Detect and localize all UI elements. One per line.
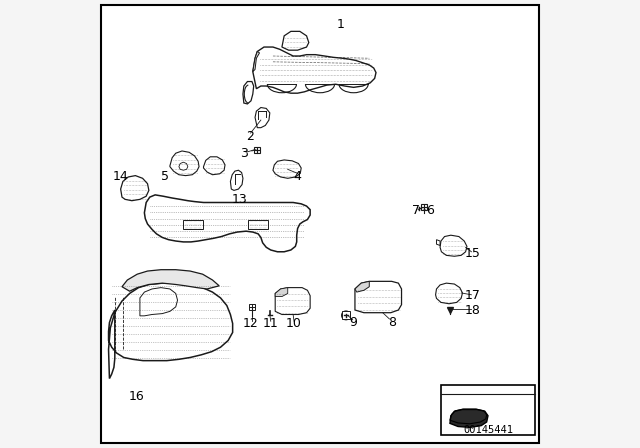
Text: 13: 13 (232, 193, 247, 206)
Text: 18: 18 (465, 303, 480, 317)
Text: 11: 11 (263, 317, 278, 330)
Polygon shape (122, 270, 220, 291)
Polygon shape (253, 52, 260, 72)
Text: 6: 6 (426, 204, 434, 217)
Text: 9: 9 (349, 316, 358, 329)
Text: 7: 7 (412, 204, 420, 217)
Text: 5: 5 (161, 170, 170, 184)
Text: 16: 16 (129, 390, 144, 403)
Text: 1: 1 (336, 18, 344, 31)
Polygon shape (275, 288, 288, 297)
Text: 4: 4 (294, 170, 301, 184)
Text: 10: 10 (285, 317, 301, 330)
Text: 17: 17 (465, 289, 480, 302)
Text: 14: 14 (113, 170, 129, 184)
Polygon shape (179, 162, 188, 170)
Text: 3: 3 (240, 146, 248, 160)
Text: 00145441: 00145441 (463, 425, 513, 435)
Bar (441, 385, 535, 435)
Text: 15: 15 (465, 246, 480, 260)
Polygon shape (355, 281, 369, 292)
Text: 12: 12 (243, 317, 259, 330)
Polygon shape (450, 409, 488, 427)
Text: 2: 2 (246, 130, 255, 143)
Text: 8: 8 (388, 316, 396, 329)
